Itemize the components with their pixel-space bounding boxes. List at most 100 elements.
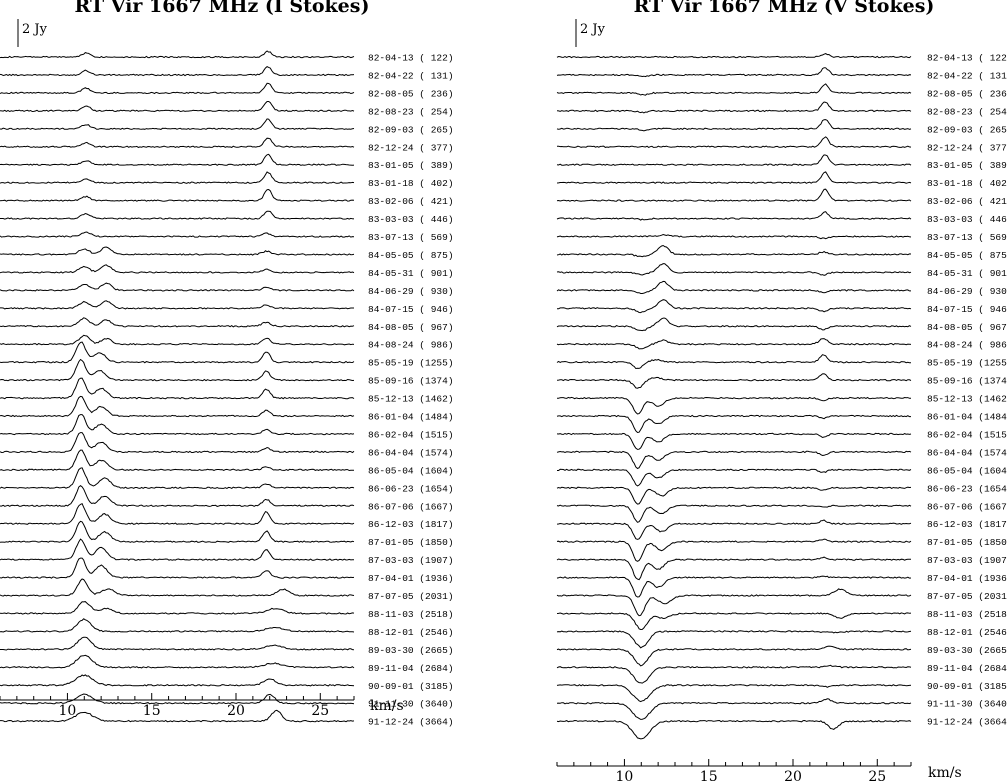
epoch-label: 86-04-04 (1574) xyxy=(368,447,454,458)
spectrum-trace xyxy=(0,449,355,472)
spectrum-trace xyxy=(0,282,355,292)
epoch-label: 86-06-23 (1654) xyxy=(368,483,454,494)
spectrum-trace xyxy=(0,210,355,220)
spectrum-trace xyxy=(0,618,355,633)
epoch-label: 88-12-01 (2546) xyxy=(368,627,454,638)
spectrum-trace xyxy=(556,263,912,276)
epoch-label: 86-01-04 (1484) xyxy=(927,412,1008,423)
epoch-label: 82-04-13 ( 122) xyxy=(927,53,1008,64)
epoch-label: 84-06-29 ( 930) xyxy=(368,286,454,297)
x-tick-label: 20 xyxy=(227,703,245,719)
spectrum-trace xyxy=(557,468,912,487)
x-tick-label: 25 xyxy=(311,703,329,719)
x-tick-label: 25 xyxy=(868,769,886,781)
spectrum-trace xyxy=(556,373,912,389)
epoch-label: 85-05-19 (1255) xyxy=(368,358,454,369)
epoch-label: 84-08-24 ( 986) xyxy=(927,340,1008,351)
spectrum-trace xyxy=(0,264,355,274)
spectrum-trace xyxy=(0,538,355,561)
spectrum-trace xyxy=(0,674,355,687)
spectrum-trace xyxy=(0,137,355,148)
epoch-label: 83-02-06 ( 421) xyxy=(368,196,454,207)
epoch-label: 85-05-19 (1255) xyxy=(927,358,1008,369)
epoch-label: 85-12-13 (1462) xyxy=(927,394,1008,405)
spectrum-trace xyxy=(0,557,355,579)
spectrum-trace xyxy=(0,578,355,597)
spectrum-trace xyxy=(0,82,355,95)
epoch-label: 87-07-05 (2031) xyxy=(368,591,454,602)
spectrum-trace xyxy=(557,299,912,314)
panel-i-stokes: RT Vir 1667 MHz (I Stokes) 2 Jy km/s 82-… xyxy=(0,0,454,728)
spectrum-trace xyxy=(0,66,355,77)
spectrum-trace xyxy=(0,317,355,328)
scale-bar-label: 2 Jy xyxy=(22,22,48,37)
spectrum-trace xyxy=(0,341,355,364)
spectrum-trace xyxy=(0,171,355,184)
spectrum-trace xyxy=(0,654,355,669)
epoch-label: 86-12-03 (1817) xyxy=(927,519,1008,530)
spectrum-trace xyxy=(0,467,355,489)
epoch-label: 83-01-18 ( 402) xyxy=(927,178,1008,189)
spectrum-trace xyxy=(556,354,911,370)
spectrum-trace xyxy=(0,601,355,615)
x-tick-label: 10 xyxy=(616,769,634,781)
epoch-label: 85-12-13 (1462) xyxy=(368,394,454,405)
epoch-label: 83-02-06 ( 421) xyxy=(927,196,1008,207)
spectrum-trace xyxy=(556,101,912,114)
spectrum-trace xyxy=(556,244,912,258)
spectrum-trace xyxy=(556,171,912,184)
spectrum-trace xyxy=(556,556,911,581)
epoch-label: 89-03-30 (2665) xyxy=(927,645,1008,656)
spectrum-trace xyxy=(556,645,912,667)
scale-bar-label: 2 Jy xyxy=(580,22,606,37)
panel-title: RT Vir 1667 MHz (V Stokes) xyxy=(634,0,935,17)
epoch-label: 86-02-04 (1515) xyxy=(927,429,1008,440)
epoch-label: 86-05-04 (1604) xyxy=(927,465,1008,476)
spectrum-trace xyxy=(556,630,912,649)
spectrum-trace xyxy=(0,153,355,166)
epoch-label: 85-09-16 (1374) xyxy=(927,376,1008,387)
epoch-label: 86-05-04 (1604) xyxy=(368,465,454,476)
spectrum-trace xyxy=(556,136,912,148)
epoch-label: 87-03-03 (1907) xyxy=(368,555,454,566)
epoch-label: 91-12-24 (3664) xyxy=(927,717,1008,728)
epoch-label: 83-07-13 ( 569) xyxy=(927,232,1008,243)
epoch-label: 82-08-05 ( 236) xyxy=(368,88,454,99)
spectrum-trace xyxy=(556,588,912,617)
epoch-label: 83-07-13 ( 569) xyxy=(368,232,454,243)
epoch-label: 82-12-24 ( 377) xyxy=(368,142,454,153)
spectrum-trace xyxy=(556,612,912,631)
spectrum-trace xyxy=(556,519,912,540)
epoch-label: 86-07-06 (1667) xyxy=(927,501,1008,512)
spectrum-trace xyxy=(0,636,355,651)
epoch-label: 89-11-04 (2684) xyxy=(368,663,454,674)
epoch-label: 84-05-05 ( 875) xyxy=(927,250,1008,261)
epoch-label: 86-07-06 (1667) xyxy=(368,501,454,512)
spectrum-trace xyxy=(0,693,355,705)
spectrum-trace xyxy=(556,396,911,415)
epoch-label: 84-08-05 ( 967) xyxy=(927,322,1008,333)
epoch-label: 88-12-01 (2546) xyxy=(927,627,1008,638)
epoch-label: 91-11-30 (3640) xyxy=(368,699,454,710)
epoch-label: 82-04-22 ( 131) xyxy=(927,71,1008,82)
epoch-label: 82-08-05 ( 236) xyxy=(927,88,1008,99)
epoch-label: 88-11-03 (2518) xyxy=(368,609,454,620)
epoch-label: 87-01-05 (1850) xyxy=(368,537,454,548)
spectrum-trace xyxy=(556,698,912,720)
epoch-label: 90-09-01 (3185) xyxy=(927,681,1008,692)
epoch-label: 90-09-01 (3185) xyxy=(368,681,454,692)
epoch-label: 88-11-03 (2518) xyxy=(927,609,1008,620)
spectrum-trace xyxy=(0,334,355,346)
epoch-label: 84-06-29 ( 930) xyxy=(927,286,1008,297)
epoch-label: 87-07-05 (2031) xyxy=(927,591,1008,602)
spectrum-trace xyxy=(0,50,355,59)
epoch-label: 87-01-05 (1850) xyxy=(927,537,1008,548)
spectrum-trace xyxy=(0,395,355,418)
spectrum-trace xyxy=(556,211,912,221)
epoch-label: 83-03-03 ( 446) xyxy=(368,214,454,225)
spectrum-trace xyxy=(0,101,355,113)
epoch-label: 84-05-05 ( 875) xyxy=(368,250,454,261)
spectrum-trace xyxy=(556,538,912,562)
epoch-label: 87-04-01 (1936) xyxy=(368,573,454,584)
